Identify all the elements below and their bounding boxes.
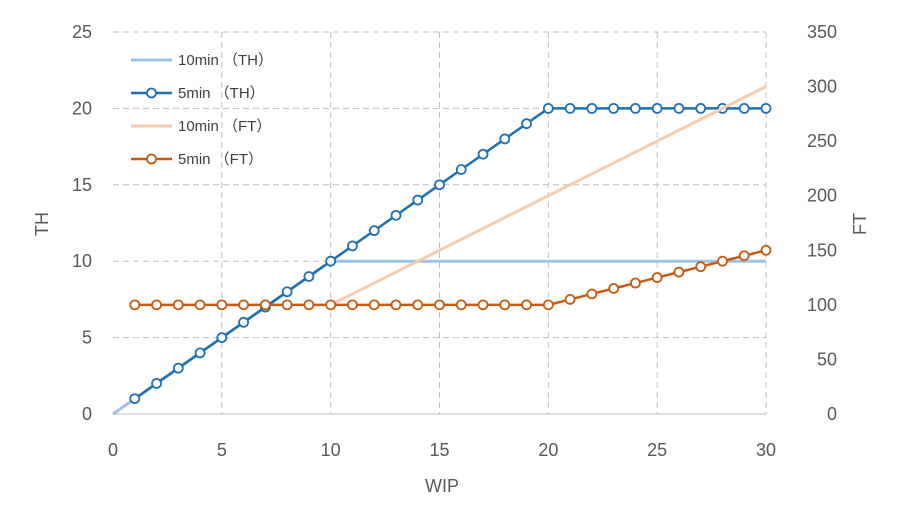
series-4-point [608,283,620,294]
series-4-point [303,299,315,311]
series-2-point [434,179,445,191]
series-4-point [630,277,641,289]
series-2-point [477,148,489,160]
series-line-4 [134,249,767,307]
series-line-3 [329,85,767,307]
series-4-point [434,299,445,311]
right-tick-label: 50 [817,349,837,369]
x-tick-label: 10 [321,440,341,460]
series-2-point [564,103,576,114]
series-2-point [695,103,707,114]
series-4-point [542,299,554,311]
legend-label: 10min （TH） [178,52,273,69]
series-4-point [695,261,707,273]
series-4-point [347,299,358,311]
left-tick-label: 25 [72,22,92,42]
series-2-point [281,286,293,298]
series-4-point [673,266,685,278]
series-2-point [651,103,663,114]
x-tick-label: 25 [647,440,667,460]
series-2-point [412,194,424,206]
right-tick-label: 200 [807,186,837,206]
right-tick-label: 300 [807,77,837,97]
series-4-point [368,299,380,311]
series-4-point [194,299,206,311]
series-2-point [630,103,641,114]
series-4-point [172,299,184,311]
series-2-point [368,225,380,237]
left-tick-label: 15 [72,175,92,195]
series-2-point [542,103,554,114]
series-4-point [325,299,337,311]
series-2-point [455,164,467,175]
series-4-point [281,299,293,311]
legend: 10min （TH） 5min （TH） 10min （FT） 5min （FT） [131,52,273,168]
legend-label: 5min （FT） [178,151,263,168]
series-2-point [238,316,250,328]
left-tick-label: 5 [82,328,92,348]
x-axis-ticks: 0 5 10 15 20 25 30 [108,440,776,460]
series-4-point [760,244,772,256]
series-4-point [216,299,228,311]
series-4-point [586,288,598,300]
series-2-point [325,255,337,267]
left-tick-label: 20 [72,98,92,118]
series-group [112,85,772,416]
right-tick-label: 350 [807,22,837,42]
series-2-point [194,347,206,359]
series-2-point [586,103,598,114]
x-tick-label: 30 [756,440,776,460]
legend-label: 5min （TH） [178,85,265,102]
left-tick-label: 0 [82,404,92,424]
x-tick-label: 0 [108,440,118,460]
series-4-point [564,293,576,305]
series-2-point [673,103,685,114]
series-2-point [760,103,772,114]
series-4-point [455,299,467,311]
x-axis-title: WIP [425,476,459,496]
series-4-point [151,299,162,311]
series-4-point [651,272,663,283]
right-tick-label: 100 [807,295,837,315]
series-2-point [390,209,402,221]
right-tick-label: 0 [827,404,837,424]
series-4-point [412,299,424,311]
series-2-point [499,133,511,145]
series-4-point [521,299,532,311]
legend-marker [146,153,157,165]
right-axis-title: FT [850,213,870,235]
left-axis-title: TH [32,212,52,236]
series-2-point [738,103,750,114]
left-tick-label: 10 [72,251,92,271]
right-axis-ticks: 0 50 100 150 200 250 300 350 [807,22,837,424]
series-2-point [216,332,228,344]
series-2-point [129,393,141,405]
series-2-point [521,118,532,130]
series-4-point [129,299,141,311]
series-2-point [151,378,162,389]
series-4-point [738,250,750,262]
series-4-point [499,299,511,311]
series-4-point [477,299,489,311]
series-2-point [303,271,315,282]
series-4-point [717,255,728,267]
legend-label: 10min （FT） [178,118,271,135]
x-tick-label: 15 [429,440,449,460]
x-tick-label: 20 [538,440,558,460]
series-4-point [238,299,250,311]
right-tick-label: 150 [807,240,837,260]
legend-marker [146,87,157,99]
series-2-point [347,240,358,252]
series-4-point [390,299,402,311]
series-2-point [608,103,620,114]
series-2-point [172,362,184,374]
right-tick-label: 250 [807,131,837,151]
left-axis-ticks: 0 5 10 15 20 25 [72,22,92,424]
x-tick-label: 5 [217,440,227,460]
series-4-point [259,299,271,311]
